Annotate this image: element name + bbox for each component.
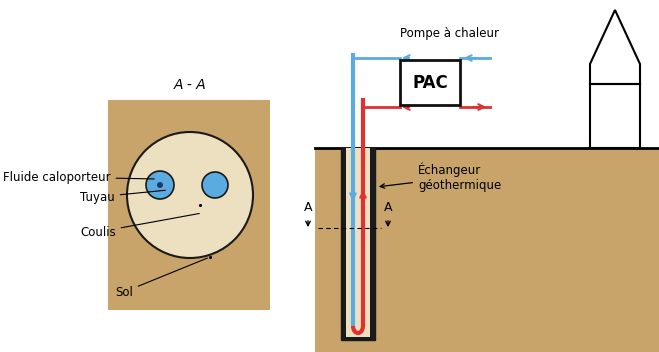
Text: A - A: A - A xyxy=(173,78,206,92)
Bar xyxy=(315,148,659,352)
Circle shape xyxy=(157,182,163,188)
Bar xyxy=(400,60,460,105)
Text: Fluide caloporteur: Fluide caloporteur xyxy=(3,170,154,183)
Circle shape xyxy=(202,172,228,198)
Text: Coulis: Coulis xyxy=(80,214,199,239)
Text: Sol: Sol xyxy=(115,258,208,298)
Text: A: A xyxy=(304,201,312,214)
Text: A: A xyxy=(384,201,392,214)
Text: PAC: PAC xyxy=(412,74,448,92)
Text: Tuyau: Tuyau xyxy=(80,190,165,203)
Text: Échangeur
géothermique: Échangeur géothermique xyxy=(380,162,501,192)
Bar xyxy=(346,148,370,337)
Circle shape xyxy=(127,132,253,258)
Bar xyxy=(108,100,270,310)
Circle shape xyxy=(146,171,174,199)
Bar xyxy=(341,148,375,340)
Text: Pompe à chaleur: Pompe à chaleur xyxy=(401,27,500,40)
